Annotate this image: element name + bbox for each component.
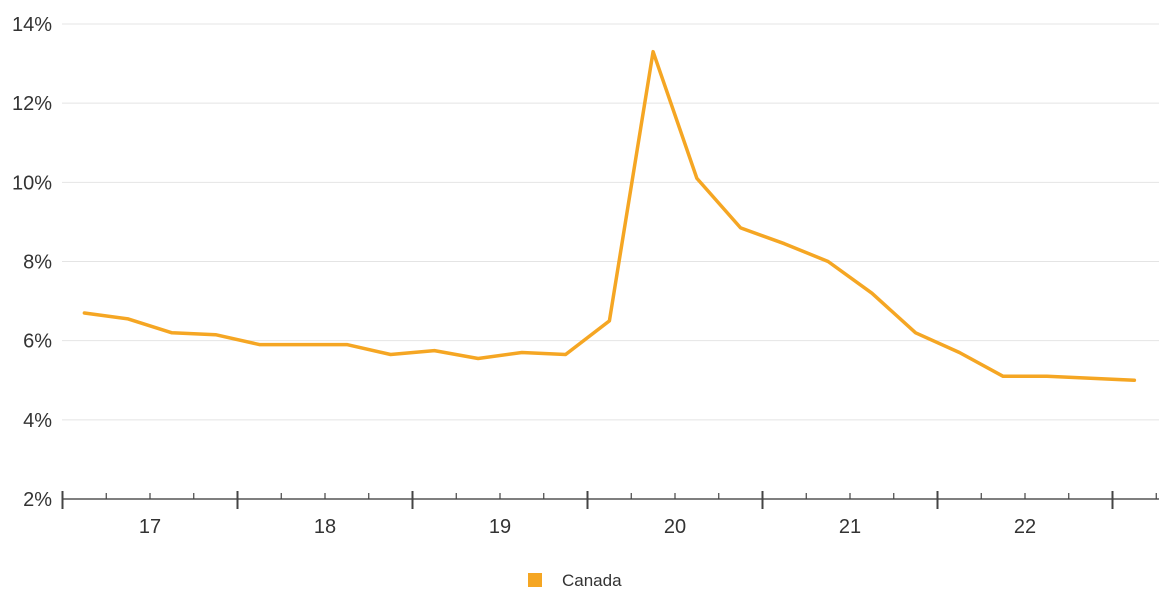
grid-lines <box>62 23 1159 421</box>
y-tick-label: 8% <box>23 252 52 274</box>
series-line-canada <box>82 49 1137 383</box>
x-tick-label: 20 <box>664 516 686 538</box>
y-tick-label: 4% <box>23 410 52 432</box>
legend: Canada <box>528 571 622 590</box>
y-tick-label: 14% <box>12 14 52 36</box>
x-axis <box>61 491 1159 509</box>
y-tick-label: 12% <box>12 93 52 115</box>
x-tick-label: 18 <box>314 516 336 538</box>
y-axis-labels: 2% 4% 6% 8% 10% 12% 14% <box>12 14 52 511</box>
x-tick-label: 19 <box>489 516 511 538</box>
legend-label-canada: Canada <box>562 571 622 590</box>
series-lines <box>82 49 1137 383</box>
legend-swatch-canada <box>528 573 542 587</box>
x-tick-label: 17 <box>139 516 161 538</box>
y-tick-label: 10% <box>12 172 52 194</box>
x-axis-labels: 17 18 19 20 21 22 <box>139 516 1036 538</box>
x-tick-label: 22 <box>1014 516 1036 538</box>
x-tick-label: 21 <box>839 516 861 538</box>
y-tick-label: 6% <box>23 331 52 353</box>
y-tick-label: 2% <box>23 489 52 511</box>
